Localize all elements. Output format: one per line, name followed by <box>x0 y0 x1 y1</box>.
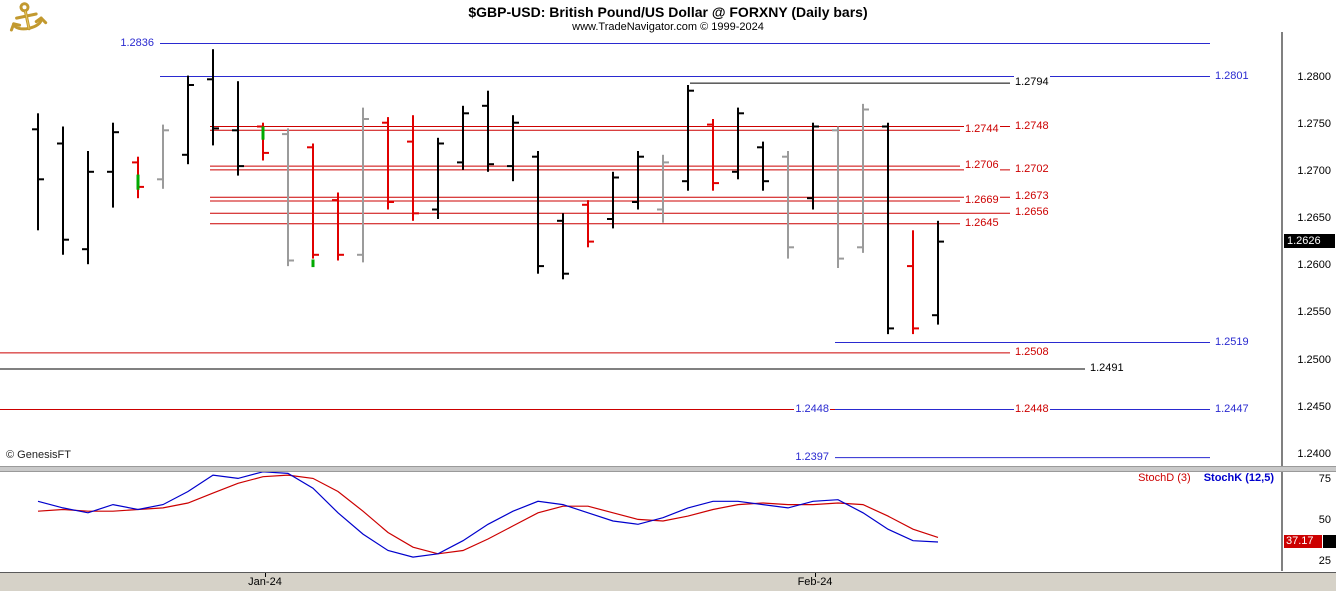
stoch-scale-marker <box>1323 535 1336 548</box>
date-tick <box>815 573 816 577</box>
stochd-legend-label[interactable]: StochD (3) <box>1138 472 1191 484</box>
chart-subtitle: www.TradeNavigator.com © 1999-2024 <box>572 21 764 33</box>
stoch-value-badge: 37.17 <box>1284 535 1322 548</box>
stochastic-legend: StochD (3) StochK (12,5) <box>1138 472 1274 484</box>
chart-header: $GBP-USD: British Pound/US Dollar @ FORX… <box>0 0 1336 34</box>
genesisft-anchor-logo <box>4 1 50 37</box>
date-label: Jan-24 <box>248 576 282 588</box>
genesisft-watermark: © GenesisFT <box>6 449 71 461</box>
chart-title: $GBP-USD: British Pound/US Dollar @ FORX… <box>468 4 868 20</box>
pane-splitter[interactable] <box>0 466 1336 472</box>
price-scale[interactable] <box>1283 32 1336 571</box>
time-axis[interactable]: Jan-24 Feb-24 <box>0 572 1336 591</box>
stochk-legend-label[interactable]: StochK (12,5) <box>1203 472 1274 484</box>
last-price-badge: 1.2626 <box>1284 234 1335 248</box>
date-label: Feb-24 <box>797 576 833 588</box>
date-tick <box>265 573 266 577</box>
